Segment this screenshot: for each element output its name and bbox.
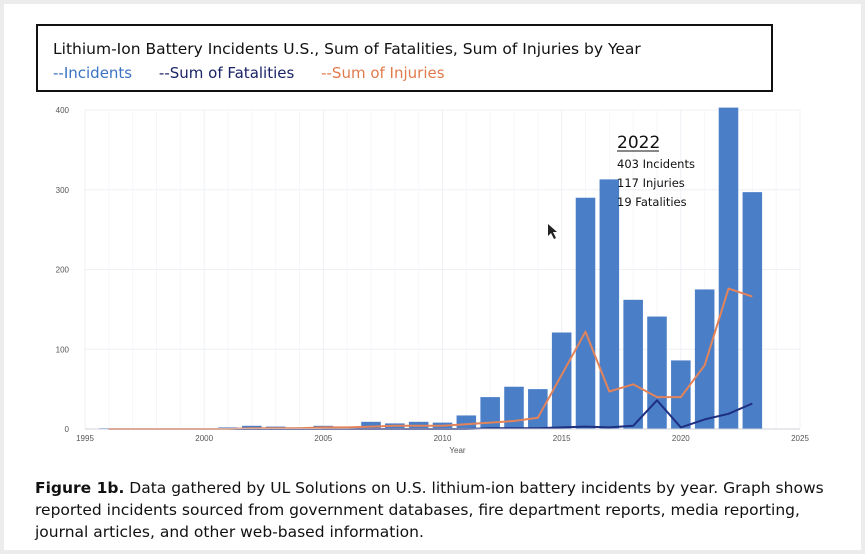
x-tick-label: 2010 (434, 434, 452, 443)
bar-2012 (480, 397, 500, 429)
annotation-line: 117 Injuries (617, 176, 685, 190)
caption-label: Figure 1b. (35, 479, 125, 497)
legend-incidents: --Incidents (53, 64, 133, 82)
chart-header-box: Lithium-Ion Battery Incidents U.S., Sum … (36, 24, 773, 92)
bar-2007 (361, 421, 381, 429)
bar-2013 (504, 386, 524, 429)
bar-2022 (718, 107, 739, 430)
x-tick-label: 2015 (553, 434, 571, 443)
x-axis-label: Year (449, 446, 466, 455)
y-tick-label: 100 (56, 345, 70, 354)
x-tick-label: 2000 (195, 434, 213, 443)
bar-2021 (694, 289, 715, 429)
legend-fatalities: --Sum of Fatalities (158, 64, 295, 82)
bar-2023 (742, 192, 763, 429)
chart-title: Lithium-Ion Battery Incidents U.S., Sum … (53, 40, 641, 58)
bar-2015 (551, 332, 572, 429)
chart-legend: --Incidents --Sum of Fatalities --Sum of… (53, 64, 467, 82)
y-tick-label: 400 (56, 106, 70, 115)
figure-caption: Figure 1b. Data gathered by UL Solutions… (35, 477, 850, 543)
annotation-line: 19 Fatalities (617, 195, 687, 209)
annotation-line: 403 Incidents (617, 157, 695, 171)
x-tick-label: 2025 (791, 434, 809, 443)
bar-2019 (647, 316, 667, 429)
legend-injuries: --Sum of Injuries (321, 64, 445, 82)
x-tick-label: 1995 (76, 434, 94, 443)
x-tick-label: 2005 (314, 434, 332, 443)
bar-2020 (671, 360, 691, 429)
annotation-year: 2022 (617, 133, 660, 153)
y-tick-label: 200 (56, 266, 70, 275)
mouse-cursor-icon (548, 224, 557, 239)
caption-text: Data gathered by UL Solutions on U.S. li… (35, 479, 824, 541)
bar-2017 (599, 179, 620, 429)
bar-2014 (528, 389, 548, 429)
bar-2016 (575, 197, 596, 429)
bar-2018 (623, 299, 643, 429)
y-tick-label: 0 (65, 425, 70, 434)
bar-2011 (456, 415, 477, 429)
figure-card: Lithium-Ion Battery Incidents U.S., Sum … (4, 4, 861, 550)
y-tick-label: 300 (56, 186, 70, 195)
x-tick-label: 2020 (672, 434, 690, 443)
